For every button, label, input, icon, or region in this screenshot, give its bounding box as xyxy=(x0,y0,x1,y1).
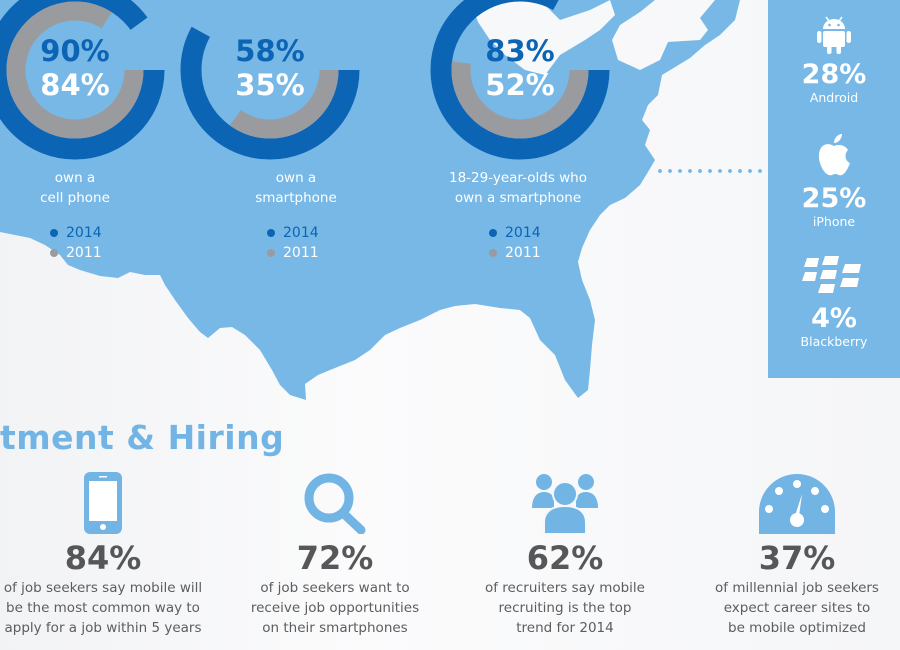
stat-value: 84% xyxy=(64,539,142,577)
value-2011: 35% xyxy=(235,68,305,102)
desc-line: trend for 2014 xyxy=(516,620,614,636)
stat-description: of job seekers want to receive job oppor… xyxy=(220,578,450,638)
donut-caption-smartphone: own a smartphone xyxy=(186,168,406,208)
dotted-connector xyxy=(655,169,765,173)
donut-young-smartphone xyxy=(430,0,610,160)
caption-line: smartphone xyxy=(255,190,337,206)
desc-line: of millennial job seekers xyxy=(715,580,879,596)
caption-line: own a xyxy=(54,170,96,186)
donut-caption-cell-phone: own a cell phone xyxy=(0,168,185,208)
value-2014: 90% xyxy=(40,34,110,68)
os-name: Android xyxy=(809,90,859,105)
stat-value: 37% xyxy=(758,539,836,577)
value-2011: 84% xyxy=(40,68,110,102)
stat-value: 62% xyxy=(526,539,604,577)
os-item-iphone: 25% iPhone xyxy=(768,130,900,230)
value-2014: 83% xyxy=(485,34,555,68)
people-icon xyxy=(532,474,598,534)
legend-young-smartphone: 2014 2011 xyxy=(489,223,541,263)
caption-line: own a smartphone xyxy=(454,190,582,206)
legend-cell-phone: 2014 2011 xyxy=(50,223,102,263)
blackberry-icon xyxy=(802,256,861,293)
donut-values-cell-phone: 90% 84% xyxy=(20,34,130,102)
donut-values-smartphone: 58% 35% xyxy=(215,34,325,102)
legend-label-2011: 2011 xyxy=(66,245,102,261)
caption-line: 18-29-year-olds who xyxy=(449,170,587,186)
donut-values-young-smartphone: 83% 52% xyxy=(465,34,575,102)
legend-dot-2011 xyxy=(50,249,58,257)
caption-line: cell phone xyxy=(40,190,110,206)
desc-line: on their smartphones xyxy=(262,620,408,636)
search-icon xyxy=(304,473,366,534)
legend-label-2014: 2014 xyxy=(66,225,102,241)
stat-value: 72% xyxy=(296,539,374,577)
os-pct: 4% xyxy=(811,303,857,334)
desc-line: of job seekers want to xyxy=(260,580,410,596)
desc-line: apply for a job within 5 years xyxy=(4,620,202,636)
os-item-blackberry: 4% Blackberry xyxy=(768,254,900,350)
legend-label-2011: 2011 xyxy=(505,245,541,261)
desc-line: recruiting is the top xyxy=(498,600,632,616)
legend-dot-2011 xyxy=(267,249,275,257)
os-name: Blackberry xyxy=(800,334,868,349)
legend-smartphone: 2014 2011 xyxy=(267,223,319,263)
donut-cell-phone xyxy=(0,0,165,160)
stat-description: of millennial job seekers expect career … xyxy=(682,578,900,638)
stat-millennial-mobile-sites: 37% of millennial job seekers expect car… xyxy=(682,468,900,638)
legend-label-2011: 2011 xyxy=(283,245,319,261)
legend-dot-2014 xyxy=(50,229,58,237)
value-2011: 52% xyxy=(485,68,555,102)
legend-dot-2014 xyxy=(267,229,275,237)
stat-recruiters-trend: 62% of recruiters say mobile recruiting … xyxy=(450,468,680,638)
os-pct: 25% xyxy=(801,183,867,214)
legend-dot-2014 xyxy=(489,229,497,237)
apple-icon xyxy=(818,134,850,176)
stat-description: of recruiters say mobile recruiting is t… xyxy=(450,578,680,638)
value-2014: 58% xyxy=(235,34,305,68)
desc-line: receive job opportunities xyxy=(250,600,420,616)
caption-line: own a xyxy=(275,170,317,186)
desc-line: be mobile optimized xyxy=(728,620,866,636)
os-pct: 28% xyxy=(801,59,867,90)
stat-job-seekers-mobile-apply: 84% of job seekers say mobile will be th… xyxy=(0,468,218,638)
os-item-android: 28% Android xyxy=(768,14,900,106)
desc-line: expect career sites to xyxy=(723,600,871,616)
stat-description: of job seekers say mobile will be the mo… xyxy=(0,578,218,638)
desc-line: be the most common way to xyxy=(6,600,200,616)
section-title: tment & Hiring xyxy=(0,418,285,457)
desc-line: of recruiters say mobile xyxy=(485,580,645,596)
android-icon xyxy=(817,16,851,54)
legend-label-2014: 2014 xyxy=(283,225,319,241)
donut-caption-young-smartphone: 18-29-year-olds who own a smartphone xyxy=(408,168,628,208)
os-share-panel: 28% Android 25% iPhone 4% Blackberry xyxy=(768,0,900,378)
desc-line: of job seekers say mobile will xyxy=(3,580,203,596)
legend-dot-2011 xyxy=(489,249,497,257)
legend-label-2014: 2014 xyxy=(505,225,541,241)
stat-job-seekers-receive: 72% of job seekers want to receive job o… xyxy=(220,468,450,638)
smartphone-icon xyxy=(84,472,122,534)
os-name: iPhone xyxy=(812,214,856,229)
donut-smartphone xyxy=(180,0,360,160)
speedometer-icon xyxy=(759,474,835,534)
